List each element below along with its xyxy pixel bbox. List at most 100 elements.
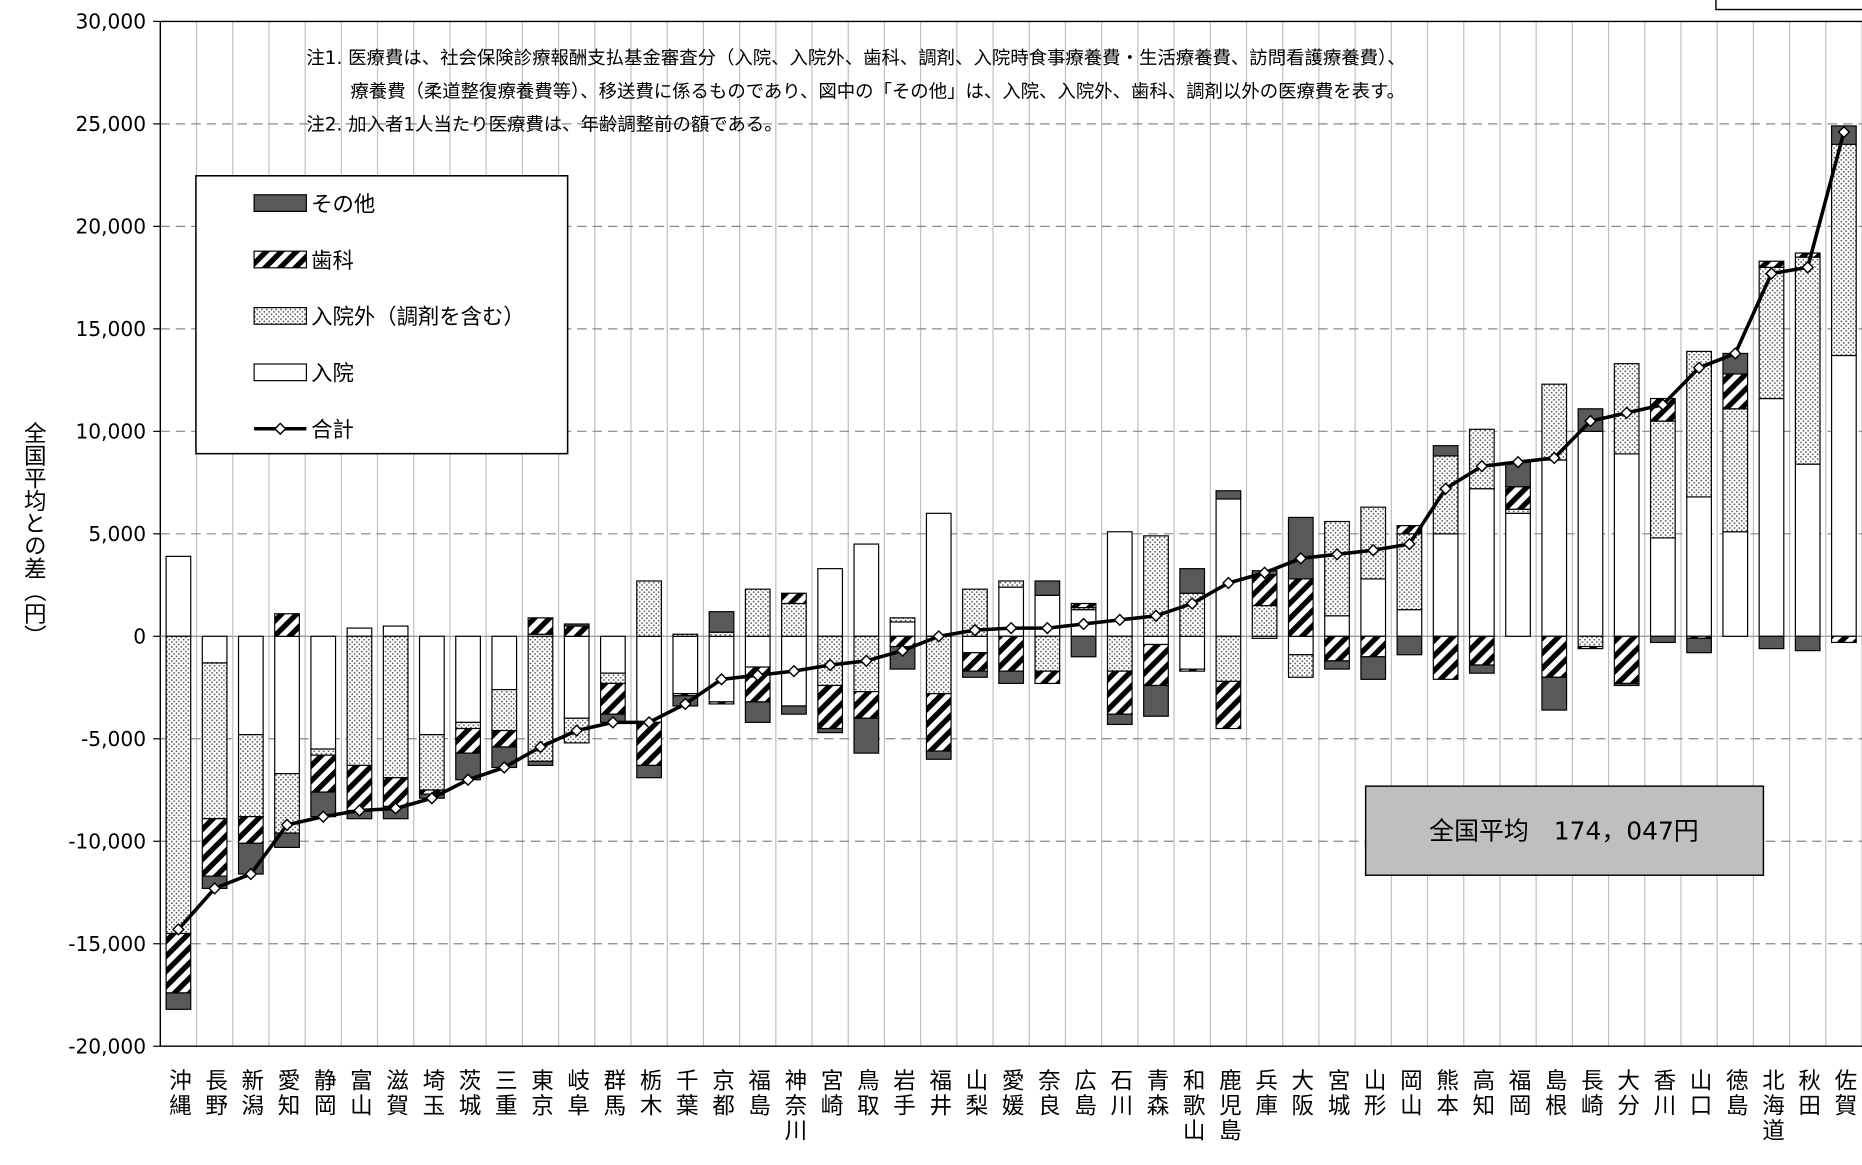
y-tick-label: 15,000 xyxy=(75,317,146,341)
bar-segment xyxy=(1794,252,1821,258)
x-tick-label: 鳥取 xyxy=(853,1069,879,1119)
bar-segment xyxy=(237,842,264,875)
bar-segment xyxy=(527,635,554,762)
bar-segment xyxy=(165,555,192,637)
bar-segment xyxy=(491,635,518,691)
total-marker xyxy=(1547,451,1561,465)
x-tick-label: 千葉 xyxy=(672,1069,698,1119)
total-marker xyxy=(1330,547,1344,561)
legend-label: 入院 xyxy=(311,362,354,387)
x-tick-label: 兵庫 xyxy=(1252,1069,1278,1119)
total-marker xyxy=(1222,576,1235,590)
bar-segment xyxy=(527,617,554,635)
bar-segment xyxy=(636,580,662,637)
x-tick-label: 徳島 xyxy=(1722,1069,1748,1119)
total-marker xyxy=(1439,482,1452,496)
bar-segment xyxy=(1649,420,1676,539)
bar-segment xyxy=(1794,463,1821,637)
bar-segment xyxy=(1106,713,1133,726)
x-tick-label: 愛媛 xyxy=(998,1069,1024,1119)
total-marker xyxy=(389,802,403,815)
bar-segment xyxy=(1143,643,1169,687)
x-tick-label: 高知 xyxy=(1469,1069,1495,1119)
corner-box xyxy=(1715,0,1862,11)
bar-segment xyxy=(1686,637,1712,654)
bar-segment xyxy=(998,635,1025,672)
bar-segment xyxy=(708,611,735,633)
total-marker xyxy=(823,658,837,672)
bar-segment xyxy=(1577,635,1604,648)
total-marker xyxy=(425,791,439,805)
bar-segment xyxy=(817,568,844,637)
bar-segment xyxy=(1649,635,1676,644)
x-tick-label: 宮崎 xyxy=(817,1069,843,1119)
bar-segment xyxy=(563,623,590,627)
bar-segment xyxy=(491,729,518,748)
bar-segment xyxy=(1468,635,1495,666)
bar-segment xyxy=(817,727,844,734)
bar-segment xyxy=(527,760,554,767)
bar-segment xyxy=(346,627,373,637)
bar-segment xyxy=(237,635,264,736)
legend-swatch xyxy=(253,363,307,382)
x-tick-label: 栃木 xyxy=(636,1069,662,1119)
bar-segment xyxy=(1215,498,1242,637)
x-tick-label: 山口 xyxy=(1686,1069,1712,1119)
x-tick-label: 山形 xyxy=(1360,1069,1386,1119)
note: 注2. 加入者1人当たり医療費は、年齢調整前の額である。 xyxy=(306,115,782,136)
bar-segment xyxy=(1686,496,1712,637)
x-tick-label: 熊本 xyxy=(1433,1069,1459,1119)
x-tick-label: 群馬 xyxy=(600,1069,626,1119)
total-marker xyxy=(1403,537,1416,551)
total-marker xyxy=(1620,406,1634,420)
total-marker xyxy=(1113,613,1127,627)
total-marker xyxy=(1366,543,1380,557)
legend-marker xyxy=(273,422,287,436)
bar-segment xyxy=(1830,635,1857,644)
bar-segment xyxy=(1505,508,1531,514)
bar-segment xyxy=(599,672,626,685)
x-tick-label: 東京 xyxy=(527,1069,553,1119)
bar-segment xyxy=(1468,488,1495,637)
x-tick-label: 長崎 xyxy=(1577,1069,1603,1119)
x-tick-label: 福岡 xyxy=(1505,1069,1531,1119)
bar-segment xyxy=(998,670,1025,685)
x-tick-label: 広島 xyxy=(1071,1069,1097,1119)
x-tick-label: 新潟 xyxy=(238,1069,264,1119)
y-tick-label: 20,000 xyxy=(75,214,146,238)
bar-segment xyxy=(708,701,735,705)
total-marker xyxy=(715,672,728,686)
total-marker xyxy=(353,804,366,817)
bar-segment xyxy=(1396,609,1423,637)
bar-segment xyxy=(237,734,264,818)
x-tick-label: 福井 xyxy=(926,1069,952,1119)
x-tick-label: 神奈川 xyxy=(781,1069,807,1144)
bar-segment xyxy=(672,635,699,695)
y-tick-label: -15,000 xyxy=(68,932,146,956)
total-marker xyxy=(678,697,692,711)
bar-segment xyxy=(1541,635,1568,678)
x-tick-label: 三重 xyxy=(491,1069,517,1119)
bar-segment xyxy=(382,777,409,808)
x-tick-label: 和歌山 xyxy=(1179,1069,1205,1144)
x-tick-label: 茨城 xyxy=(455,1069,481,1119)
bar-segment xyxy=(1034,580,1061,596)
legend-label: 入院外（調剤を含む） xyxy=(311,305,525,330)
x-tick-label: 岐阜 xyxy=(564,1069,590,1119)
bar-segment xyxy=(1360,635,1387,658)
bar-segment xyxy=(1758,260,1785,268)
bar-segment xyxy=(201,635,228,664)
bar-segment xyxy=(744,701,771,723)
bar-segment xyxy=(1034,670,1061,685)
bar-segment xyxy=(201,818,228,877)
total-marker xyxy=(1149,609,1163,623)
bar-segment xyxy=(962,635,988,654)
bar-segment xyxy=(455,727,481,754)
x-tick-label: 北海道 xyxy=(1758,1069,1784,1144)
x-tick-label: 滋賀 xyxy=(383,1069,409,1119)
y-tick-label: 10,000 xyxy=(75,419,146,443)
bar-segment xyxy=(201,662,228,820)
bar-segment xyxy=(310,754,337,793)
bar-segment xyxy=(998,580,1025,588)
bar-segment xyxy=(889,617,916,623)
